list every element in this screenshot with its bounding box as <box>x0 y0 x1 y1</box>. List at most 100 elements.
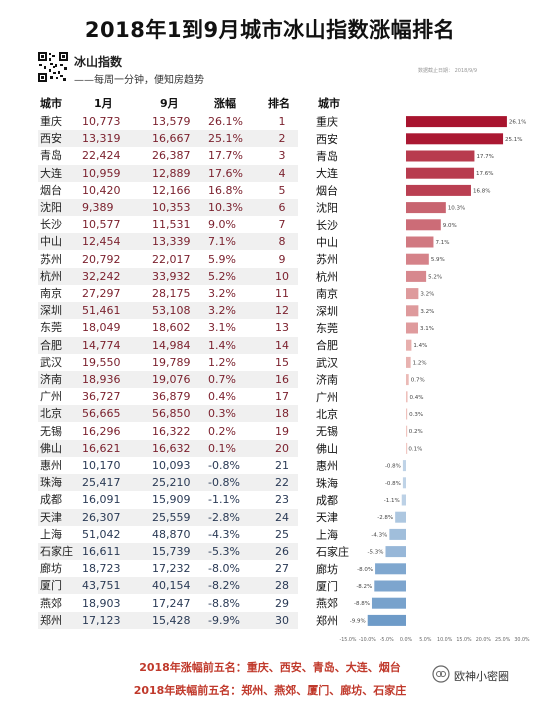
category-label: 沈阳 <box>316 201 338 215</box>
cell-sep-value: 17,247 <box>152 596 191 610</box>
cell-sep-value: 56,850 <box>152 407 191 421</box>
table-row: 深圳 51,461 53,108 3.2% 12 <box>38 302 298 320</box>
x-tick-label: 5.0% <box>419 637 432 643</box>
table-row: 惠州 10,170 10,093 -0.8% 21 <box>38 457 298 474</box>
cell-change: 3.2% <box>208 287 236 300</box>
cell-city: 中山 <box>40 235 62 249</box>
table-row: 广州 36,727 36,879 0.4% 17 <box>38 388 298 405</box>
table-row: 大连 10,959 12,889 17.6% 4 <box>38 164 298 182</box>
cell-rank: 6 <box>278 201 286 214</box>
cell-jan-value: 27,297 <box>82 287 121 300</box>
source-note: 数据截止日期： 2018/9/9 <box>418 68 478 74</box>
category-label: 东莞 <box>316 322 338 335</box>
cell-sep-value: 15,909 <box>152 493 191 507</box>
data-label: 3.2% <box>420 292 434 298</box>
cell-city: 大连 <box>40 166 62 180</box>
cell-city: 无锡 <box>40 424 62 438</box>
cell-rank: 26 <box>275 545 289 558</box>
table-row: 燕郊 18,903 17,247 -8.8% 29 <box>38 595 298 612</box>
cell-jan-value: 19,550 <box>82 355 121 369</box>
cell-sep-value: 28,175 <box>152 287 191 300</box>
cell-jan-value: 9,389 <box>82 201 114 214</box>
bar <box>406 116 507 128</box>
category-label: 成都 <box>316 494 338 507</box>
bar <box>395 511 406 523</box>
brand-slogan: ——每周一分钟，便知房趋势 <box>74 75 204 86</box>
bar <box>406 150 475 162</box>
table-row: 廊坊 18,723 17,232 -8.0% 27 <box>38 560 298 577</box>
bar <box>406 133 504 145</box>
cell-rank: 3 <box>278 149 286 163</box>
cell-change: 17.7% <box>208 149 243 163</box>
table-row: 济南 18,936 19,076 0.7% 16 <box>38 371 298 388</box>
category-label: 青岛 <box>316 149 338 163</box>
cell-rank: 17 <box>275 390 289 404</box>
cell-rank: 5 <box>278 183 286 197</box>
cell-city: 成都 <box>40 493 62 507</box>
x-tick-label: 25.0% <box>495 637 511 643</box>
cell-rank: 18 <box>275 407 289 421</box>
cell-change: 3.2% <box>208 304 236 318</box>
cell-city: 郑州 <box>40 613 62 627</box>
cell-rank: 27 <box>275 562 289 576</box>
cell-city: 长沙 <box>40 218 62 232</box>
table-row: 合肥 14,774 14,984 1.4% 14 <box>38 336 298 354</box>
bar <box>406 202 446 214</box>
cell-rank: 1 <box>278 115 286 128</box>
table-row: 长沙 10,577 11,531 9.0% 7 <box>38 216 298 233</box>
cell-jan-value: 14,774 <box>82 338 121 352</box>
cell-rank: 7 <box>278 218 286 232</box>
table-row: 重庆 10,773 13,579 26.1% 1 <box>38 113 298 130</box>
cell-jan-value: 10,420 <box>82 183 121 197</box>
cell-jan-value: 32,242 <box>82 269 121 283</box>
cell-rank: 28 <box>275 579 289 593</box>
category-label: 南京 <box>316 287 338 301</box>
data-label: -4.3% <box>371 532 387 538</box>
cell-change: 26.1% <box>208 115 243 128</box>
table-row: 无锡 16,296 16,322 0.2% 19 <box>38 423 298 440</box>
cell-city: 重庆 <box>40 115 62 128</box>
table-row: 青岛 22,424 26,387 17.7% 3 <box>38 147 298 164</box>
data-label: 26.1% <box>509 120 526 126</box>
data-label: 3.1% <box>420 326 434 332</box>
table-row: 石家庄 16,611 15,739 -5.3% 26 <box>38 543 298 560</box>
data-label: 3.2% <box>420 309 434 315</box>
data-label: 17.6% <box>476 171 493 177</box>
cell-city: 南京 <box>40 287 62 300</box>
cell-rank: 15 <box>275 355 289 369</box>
cell-jan-value: 18,903 <box>82 596 121 610</box>
bar <box>406 374 409 386</box>
cell-city: 佛山 <box>40 441 62 455</box>
cell-change: 5.9% <box>208 252 236 266</box>
category-label: 上海 <box>316 527 338 541</box>
cell-city: 东莞 <box>40 321 62 335</box>
cell-sep-value: 10,093 <box>152 459 191 472</box>
bar <box>401 494 406 506</box>
cell-city: 沈阳 <box>40 201 62 214</box>
x-tick-label: 30.0% <box>514 637 530 643</box>
cell-sep-value: 25,210 <box>152 476 191 490</box>
cell-sep-value: 14,984 <box>152 338 191 352</box>
data-label: 0.2% <box>409 429 423 435</box>
cell-city: 烟台 <box>40 183 62 197</box>
page-title: 2018年1到9月城市冰山指数涨幅排名 <box>84 18 456 42</box>
cell-change: -4.3% <box>208 527 240 541</box>
cell-city: 武汉 <box>40 355 62 369</box>
cell-sep-value: 18,602 <box>152 321 191 335</box>
bar <box>389 528 406 540</box>
bar <box>367 614 406 626</box>
data-label: -5.3% <box>368 550 384 556</box>
category-label: 合肥 <box>316 338 338 352</box>
x-tick-label: 20.0% <box>476 637 492 643</box>
table-row: 苏州 20,792 22,017 5.9% 9 <box>38 251 298 268</box>
cell-sep-value: 53,108 <box>152 304 191 318</box>
data-label: 7.1% <box>435 240 449 246</box>
cell-sep-value: 16,667 <box>152 132 191 146</box>
table-row: 武汉 19,550 19,789 1.2% 15 <box>38 354 298 371</box>
cell-rank: 14 <box>275 338 289 352</box>
brand-name: 冰山指数 <box>74 55 123 69</box>
cell-change: 7.1% <box>208 235 236 249</box>
x-tick-label: -5.0% <box>380 637 394 643</box>
category-label: 珠海 <box>316 476 338 490</box>
cell-sep-value: 19,789 <box>152 355 191 369</box>
